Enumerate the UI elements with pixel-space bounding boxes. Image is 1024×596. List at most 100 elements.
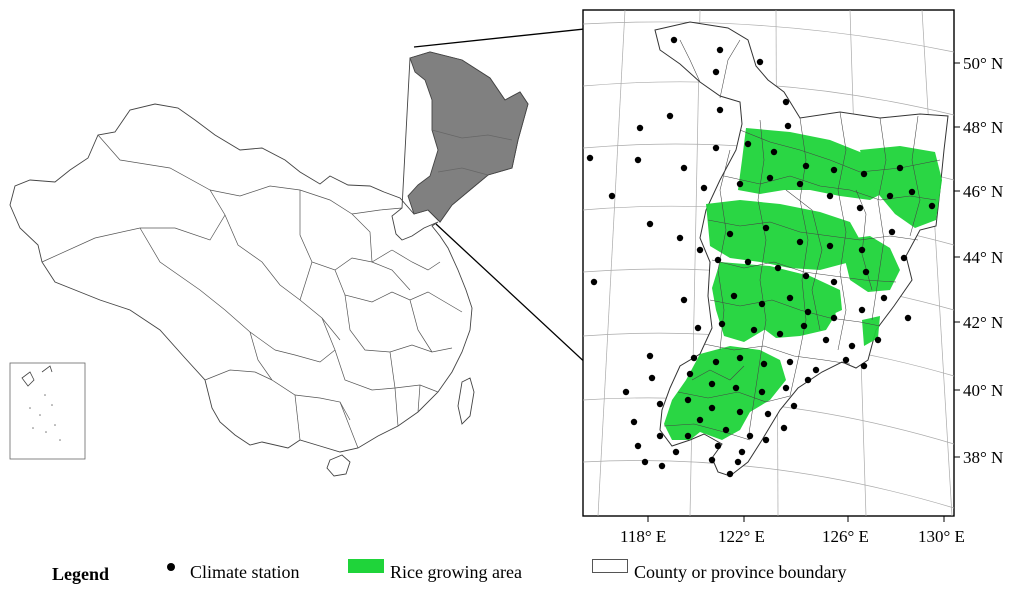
legend-title: Legend [52,564,110,584]
climate-station-marker [714,442,722,450]
climate-station-marker [696,416,704,424]
lat-label-50: 50° N [963,54,1003,73]
climate-station-marker [680,164,688,172]
map-figure: 50° N 48° N 46° N 44° N 42° N 40° N 38° … [9,9,1003,546]
climate-station-marker [796,238,804,246]
rice-area-swatch [348,559,384,573]
climate-station-marker [712,68,720,76]
latitude-ticks [954,62,960,458]
lon-label-126: 126° E [822,527,869,546]
climate-station-marker [896,164,904,172]
climate-station-marker [796,180,804,188]
climate-station-marker [858,246,866,254]
climate-station-marker [802,272,810,280]
lat-label-44: 44° N [963,248,1003,267]
climate-station-marker [712,358,720,366]
climate-station-marker [786,358,794,366]
longitude-labels: 118° E 122° E 126° E 130° E [620,527,965,546]
northeast-detail-map: 50° N 48° N 46° N 44° N 42° N 40° N 38° … [582,9,1003,546]
climate-station-marker [800,322,808,330]
climate-station-marker [636,124,644,132]
climate-station-marker [842,356,850,364]
climate-stations [586,36,936,478]
climate-station-marker [900,254,908,262]
taiwan-island [457,377,475,425]
climate-station-marker [732,384,740,392]
climate-station-marker [714,256,722,264]
climate-station-marker [848,342,856,350]
lat-label-42: 42° N [963,313,1003,332]
climate-station-marker [782,384,790,392]
climate-station-marker [758,388,766,396]
climate-station-marker [862,268,870,276]
climate-station-marker [760,360,768,368]
climate-station-marker [776,330,784,338]
climate-station-marker [826,192,834,200]
climate-station-marker [744,258,752,266]
climate-station-marker [804,308,812,316]
climate-station-marker [766,174,774,182]
province-boundaries [41,134,463,449]
climate-station-marker [812,366,820,374]
climate-station-marker [590,278,598,286]
climate-station-marker [722,426,730,434]
longitude-ticks [647,516,945,522]
climate-station-marker [780,424,788,432]
climate-station-marker [708,456,716,464]
climate-station-marker [750,326,758,334]
climate-station-marker [928,202,936,210]
climate-station-marker [684,396,692,404]
climate-station-marker [782,98,790,106]
climate-station-marker [718,320,726,328]
climate-station-marker [712,144,720,152]
climate-station-marker [690,354,698,362]
climate-station-marker [736,354,744,362]
climate-station-marker [888,228,896,236]
boundary-swatch [592,559,628,573]
climate-station-marker [670,36,678,44]
climate-station-marker [790,402,798,410]
climate-station-marker [770,148,778,156]
climate-station-marker [738,448,746,456]
climate-station-marker [830,314,838,322]
climate-station-marker [764,410,772,418]
climate-station-marker [860,170,868,178]
climate-station-marker [708,380,716,388]
climate-station-marker [646,220,654,228]
climate-station-marker [696,246,704,254]
climate-station-marker [784,122,792,130]
legend: Legend Climate station Rice growing area… [0,556,1024,592]
climate-station-marker [656,432,664,440]
climate-station-marker [822,336,830,344]
rice-growing-area [664,128,942,440]
climate-station-marker [608,192,616,200]
climate-station-marker [908,188,916,196]
climate-station-marker [756,58,764,66]
climate-station-marker [726,470,734,478]
climate-station-marker [858,306,866,314]
climate-station-marker [634,442,642,450]
climate-station-marker [648,374,656,382]
hainan-island [326,454,351,477]
climate-station-marker [716,46,724,54]
climate-station-marker [762,224,770,232]
climate-station-marker [646,352,654,360]
climate-station-marker [666,112,674,120]
climate-station-marker [641,458,649,466]
climate-station-marker [826,242,834,250]
climate-station-marker [904,314,912,322]
climate-station-marker [736,180,744,188]
lon-label-130: 130° E [918,527,965,546]
lon-label-118: 118° E [620,527,666,546]
climate-station-marker [874,336,882,344]
latitude-labels: 50° N 48° N 46° N 44° N 42° N 40° N 38° … [963,54,1003,467]
climate-station-marker [744,140,752,148]
climate-station-marker [672,448,680,456]
climate-station-marker [830,166,838,174]
climate-station-marker [694,324,702,332]
climate-station-marker [708,404,716,412]
climate-station-marker [860,362,868,370]
lon-label-122: 122° E [718,527,765,546]
climate-station-marker [686,370,694,378]
